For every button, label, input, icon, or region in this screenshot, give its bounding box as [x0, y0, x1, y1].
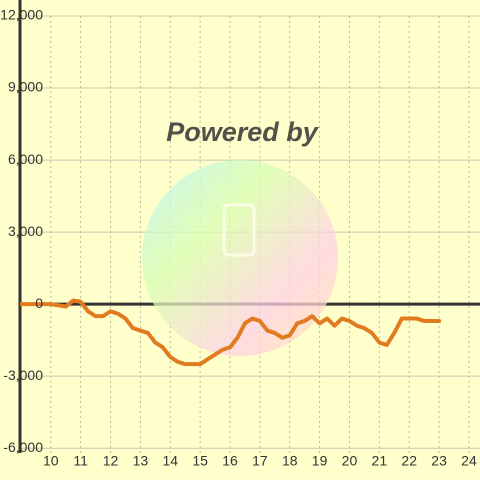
y-tick-label: 6,000	[8, 151, 43, 167]
x-tick-label: 18	[282, 453, 298, 469]
x-tick-label: 19	[312, 453, 328, 469]
x-tick-label: 11	[73, 453, 88, 469]
y-tick-label: 3,000	[8, 223, 43, 239]
x-tick-label: 17	[252, 453, 268, 469]
x-tick-label: 20	[342, 453, 358, 469]
plot	[20, 298, 442, 367]
y-tick-label: -6,000	[3, 439, 43, 455]
watermark-logo	[142, 160, 338, 356]
data-line	[20, 298, 442, 367]
x-tick-label: 22	[401, 453, 417, 469]
x-tick-label: 14	[162, 453, 178, 469]
x-tick-label: 16	[222, 453, 238, 469]
x-tick-label: 12	[103, 453, 119, 469]
y-tick-label: 9,000	[8, 79, 43, 95]
x-tick-label: 15	[192, 453, 208, 469]
y-tick-label: 12,000	[0, 7, 43, 23]
y-tick-label: -3,000	[3, 367, 43, 383]
x-tick-label: 23	[431, 453, 447, 469]
y-tick-label: 0	[35, 295, 43, 311]
x-tick-label: 24	[461, 453, 477, 469]
x-tick-label: 10	[43, 453, 59, 469]
x-tick-label: 13	[133, 453, 149, 469]
watermark-text: Powered by	[166, 117, 320, 147]
x-tick-label: 21	[372, 453, 388, 469]
watermark-icon	[222, 203, 256, 257]
